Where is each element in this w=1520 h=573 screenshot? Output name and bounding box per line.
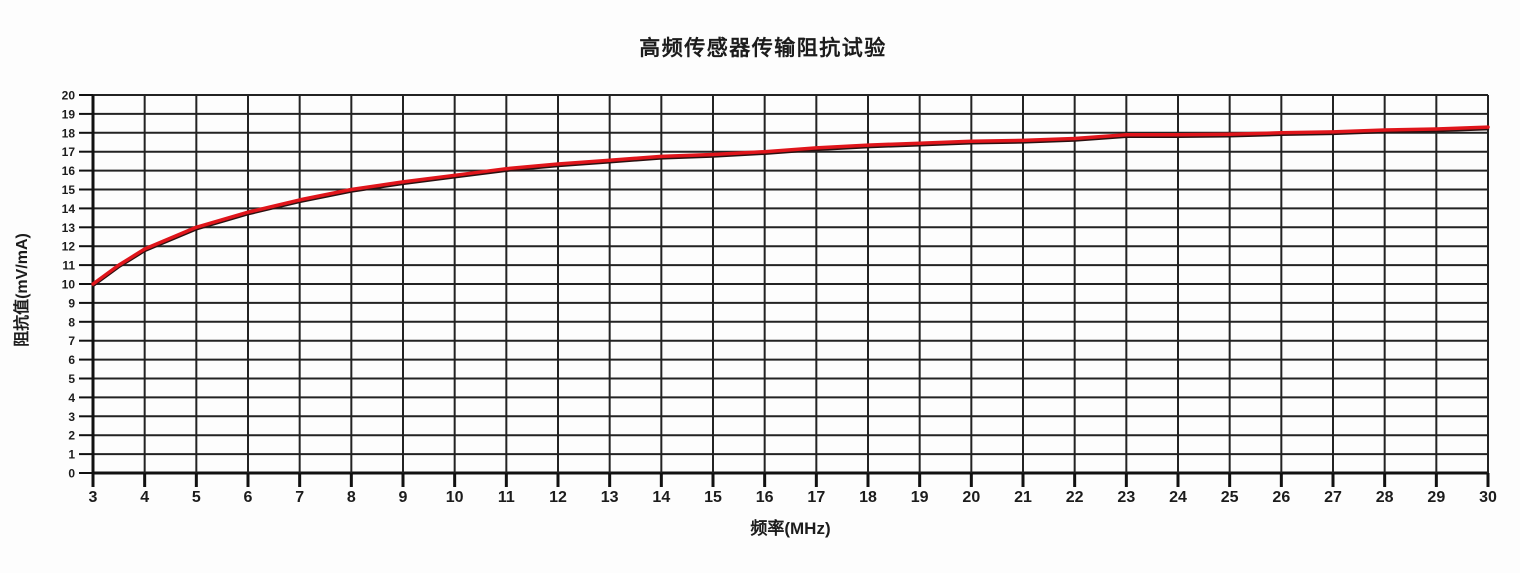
- x-tick-label: 13: [601, 489, 619, 506]
- x-tick-label: 17: [807, 489, 825, 506]
- y-tick-label: 10: [62, 278, 76, 292]
- x-tick-label: 4: [140, 489, 149, 506]
- x-tick-label: 9: [399, 489, 408, 506]
- y-tick-label: 2: [68, 429, 75, 443]
- y-tick-label: 5: [68, 372, 75, 386]
- x-tick-label: 28: [1376, 489, 1394, 506]
- impedance-curve: [91, 125, 1490, 286]
- impedance-curve-underlay: [91, 127, 1490, 288]
- x-tick-label: 20: [962, 489, 980, 506]
- y-tick-label: 20: [62, 89, 76, 103]
- y-tick-label: 6: [68, 353, 75, 367]
- x-tick-label: 10: [446, 489, 464, 506]
- x-tick-label: 21: [1014, 489, 1032, 506]
- x-tick-label: 14: [652, 489, 670, 506]
- x-tick-label: 24: [1169, 489, 1187, 506]
- x-tick-label: 30: [1479, 489, 1497, 506]
- y-tick-label: 3: [68, 410, 75, 424]
- x-tick-label: 18: [859, 489, 877, 506]
- y-tick-label: 9: [68, 296, 75, 310]
- x-tick-label: 5: [192, 489, 201, 506]
- x-tick-label: 3: [89, 489, 98, 506]
- x-tick-label: 22: [1066, 489, 1084, 506]
- y-tick-label: 7: [68, 334, 75, 348]
- y-tick-label: 12: [62, 240, 76, 254]
- x-tick-label: 16: [756, 489, 774, 506]
- x-tick-label: 19: [911, 489, 929, 506]
- y-tick-label: 0: [68, 467, 75, 481]
- y-tick-label: 15: [62, 183, 76, 197]
- x-axis-label: 频率(MHz): [750, 519, 831, 538]
- x-tick-label: 8: [347, 489, 356, 506]
- y-tick-label: 17: [62, 145, 76, 159]
- y-tick-label: 19: [62, 107, 76, 121]
- x-tick-label: 29: [1427, 489, 1445, 506]
- y-tick-label: 13: [62, 221, 76, 235]
- y-tick-label: 4: [68, 391, 75, 405]
- chart-title: 高频传感器传输阻抗试验: [639, 37, 887, 60]
- x-tick-label: 7: [295, 489, 304, 506]
- y-tick-label: 16: [62, 164, 76, 178]
- x-tick-label: 15: [704, 489, 722, 506]
- y-tick-label: 1: [68, 448, 75, 462]
- x-tick-label: 12: [549, 489, 567, 506]
- y-tick-label: 18: [62, 126, 76, 140]
- x-tick-label: 27: [1324, 489, 1342, 506]
- x-tick-label: 6: [244, 489, 253, 506]
- x-tick-label: 26: [1272, 489, 1290, 506]
- y-tick-label: 14: [62, 202, 76, 216]
- y-tick-label: 11: [62, 259, 75, 273]
- x-tick-label: 25: [1221, 489, 1239, 506]
- x-tick-label: 23: [1117, 489, 1135, 506]
- x-tick-label: 11: [498, 489, 515, 506]
- y-tick-label: 8: [68, 315, 75, 329]
